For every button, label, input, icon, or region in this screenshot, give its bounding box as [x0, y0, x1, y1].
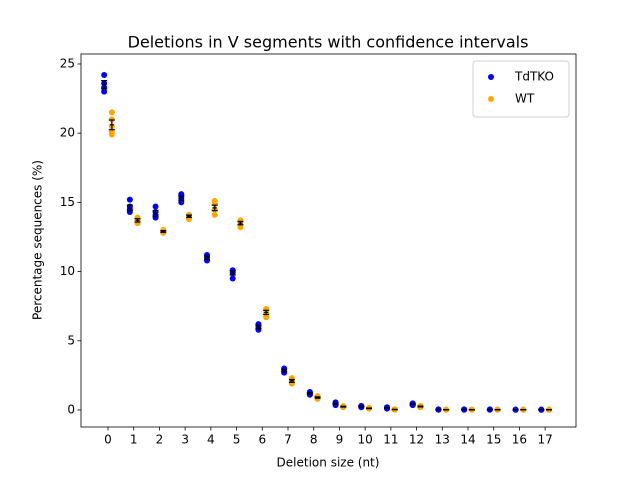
legend-marker	[488, 74, 494, 80]
x-tick-label: 4	[207, 433, 215, 447]
y-tick-label: 20	[60, 126, 75, 140]
error-bar	[152, 210, 159, 217]
point	[229, 275, 236, 282]
error-bar	[229, 270, 236, 276]
error-bar	[306, 392, 313, 395]
point	[229, 267, 236, 274]
error-bar	[366, 407, 372, 410]
error-bar	[237, 220, 244, 226]
x-tick-label: 15	[486, 433, 501, 447]
y-tick-label: 15	[60, 195, 75, 209]
error-bar	[186, 214, 192, 218]
error-bar	[134, 218, 141, 223]
error-bar	[211, 204, 218, 212]
error-bar	[204, 255, 210, 260]
legend-label: WT	[515, 92, 535, 106]
y-tick-label: 0	[67, 402, 75, 416]
error-bar	[409, 403, 416, 406]
x-tick-label: 17	[538, 433, 553, 447]
x-tick-label: 6	[258, 433, 266, 447]
error-bar	[263, 309, 270, 316]
point	[126, 196, 133, 203]
legend-box	[472, 60, 570, 118]
x-tick-label: 12	[409, 433, 424, 447]
point	[211, 197, 218, 204]
error-bar	[340, 405, 347, 408]
point	[152, 203, 159, 210]
plot-area	[80, 53, 577, 428]
x-tick-label: 0	[104, 433, 112, 447]
point	[108, 109, 115, 116]
point	[101, 72, 108, 79]
error-bar	[255, 324, 262, 330]
error-bar	[101, 79, 108, 90]
chart-title: Deletions in V segments with confidence …	[128, 33, 529, 52]
error-bar	[108, 119, 115, 131]
x-tick-label: 1	[130, 433, 138, 447]
x-tick-label: 9	[336, 433, 344, 447]
y-tick-label: 5	[67, 333, 75, 347]
point	[101, 88, 108, 95]
x-axis-label: Deletion size (nt)	[277, 456, 380, 470]
x-tick-label: 11	[383, 433, 398, 447]
legend-label: TdTKO	[514, 70, 554, 84]
error-bar	[314, 396, 321, 399]
x-tick-label: 16	[512, 433, 527, 447]
x-tick-label: 2	[156, 433, 164, 447]
x-tick-label: 8	[310, 433, 318, 447]
x-tick-label: 7	[284, 433, 292, 447]
error-bar	[178, 195, 185, 201]
x-tick-label: 13	[435, 433, 450, 447]
error-bar	[417, 405, 424, 408]
x-tick-label: 10	[358, 433, 373, 447]
x-tick-label: 5	[233, 433, 241, 447]
legend-marker	[488, 96, 494, 102]
point	[263, 314, 270, 321]
error-bar	[358, 405, 365, 408]
error-bar	[126, 204, 133, 212]
error-bar	[332, 402, 339, 406]
error-bar	[281, 368, 288, 373]
y-tick-label: 25	[60, 56, 75, 70]
y-tick-label: 10	[60, 264, 75, 278]
error-bar	[160, 230, 167, 233]
x-tick-label: 3	[181, 433, 189, 447]
point	[108, 116, 115, 123]
x-tick-label: 14	[460, 433, 475, 447]
error-bar	[384, 406, 390, 409]
y-axis-label: Percentage sequences (%)	[31, 160, 45, 320]
point	[211, 211, 218, 218]
error-bar	[288, 378, 295, 383]
